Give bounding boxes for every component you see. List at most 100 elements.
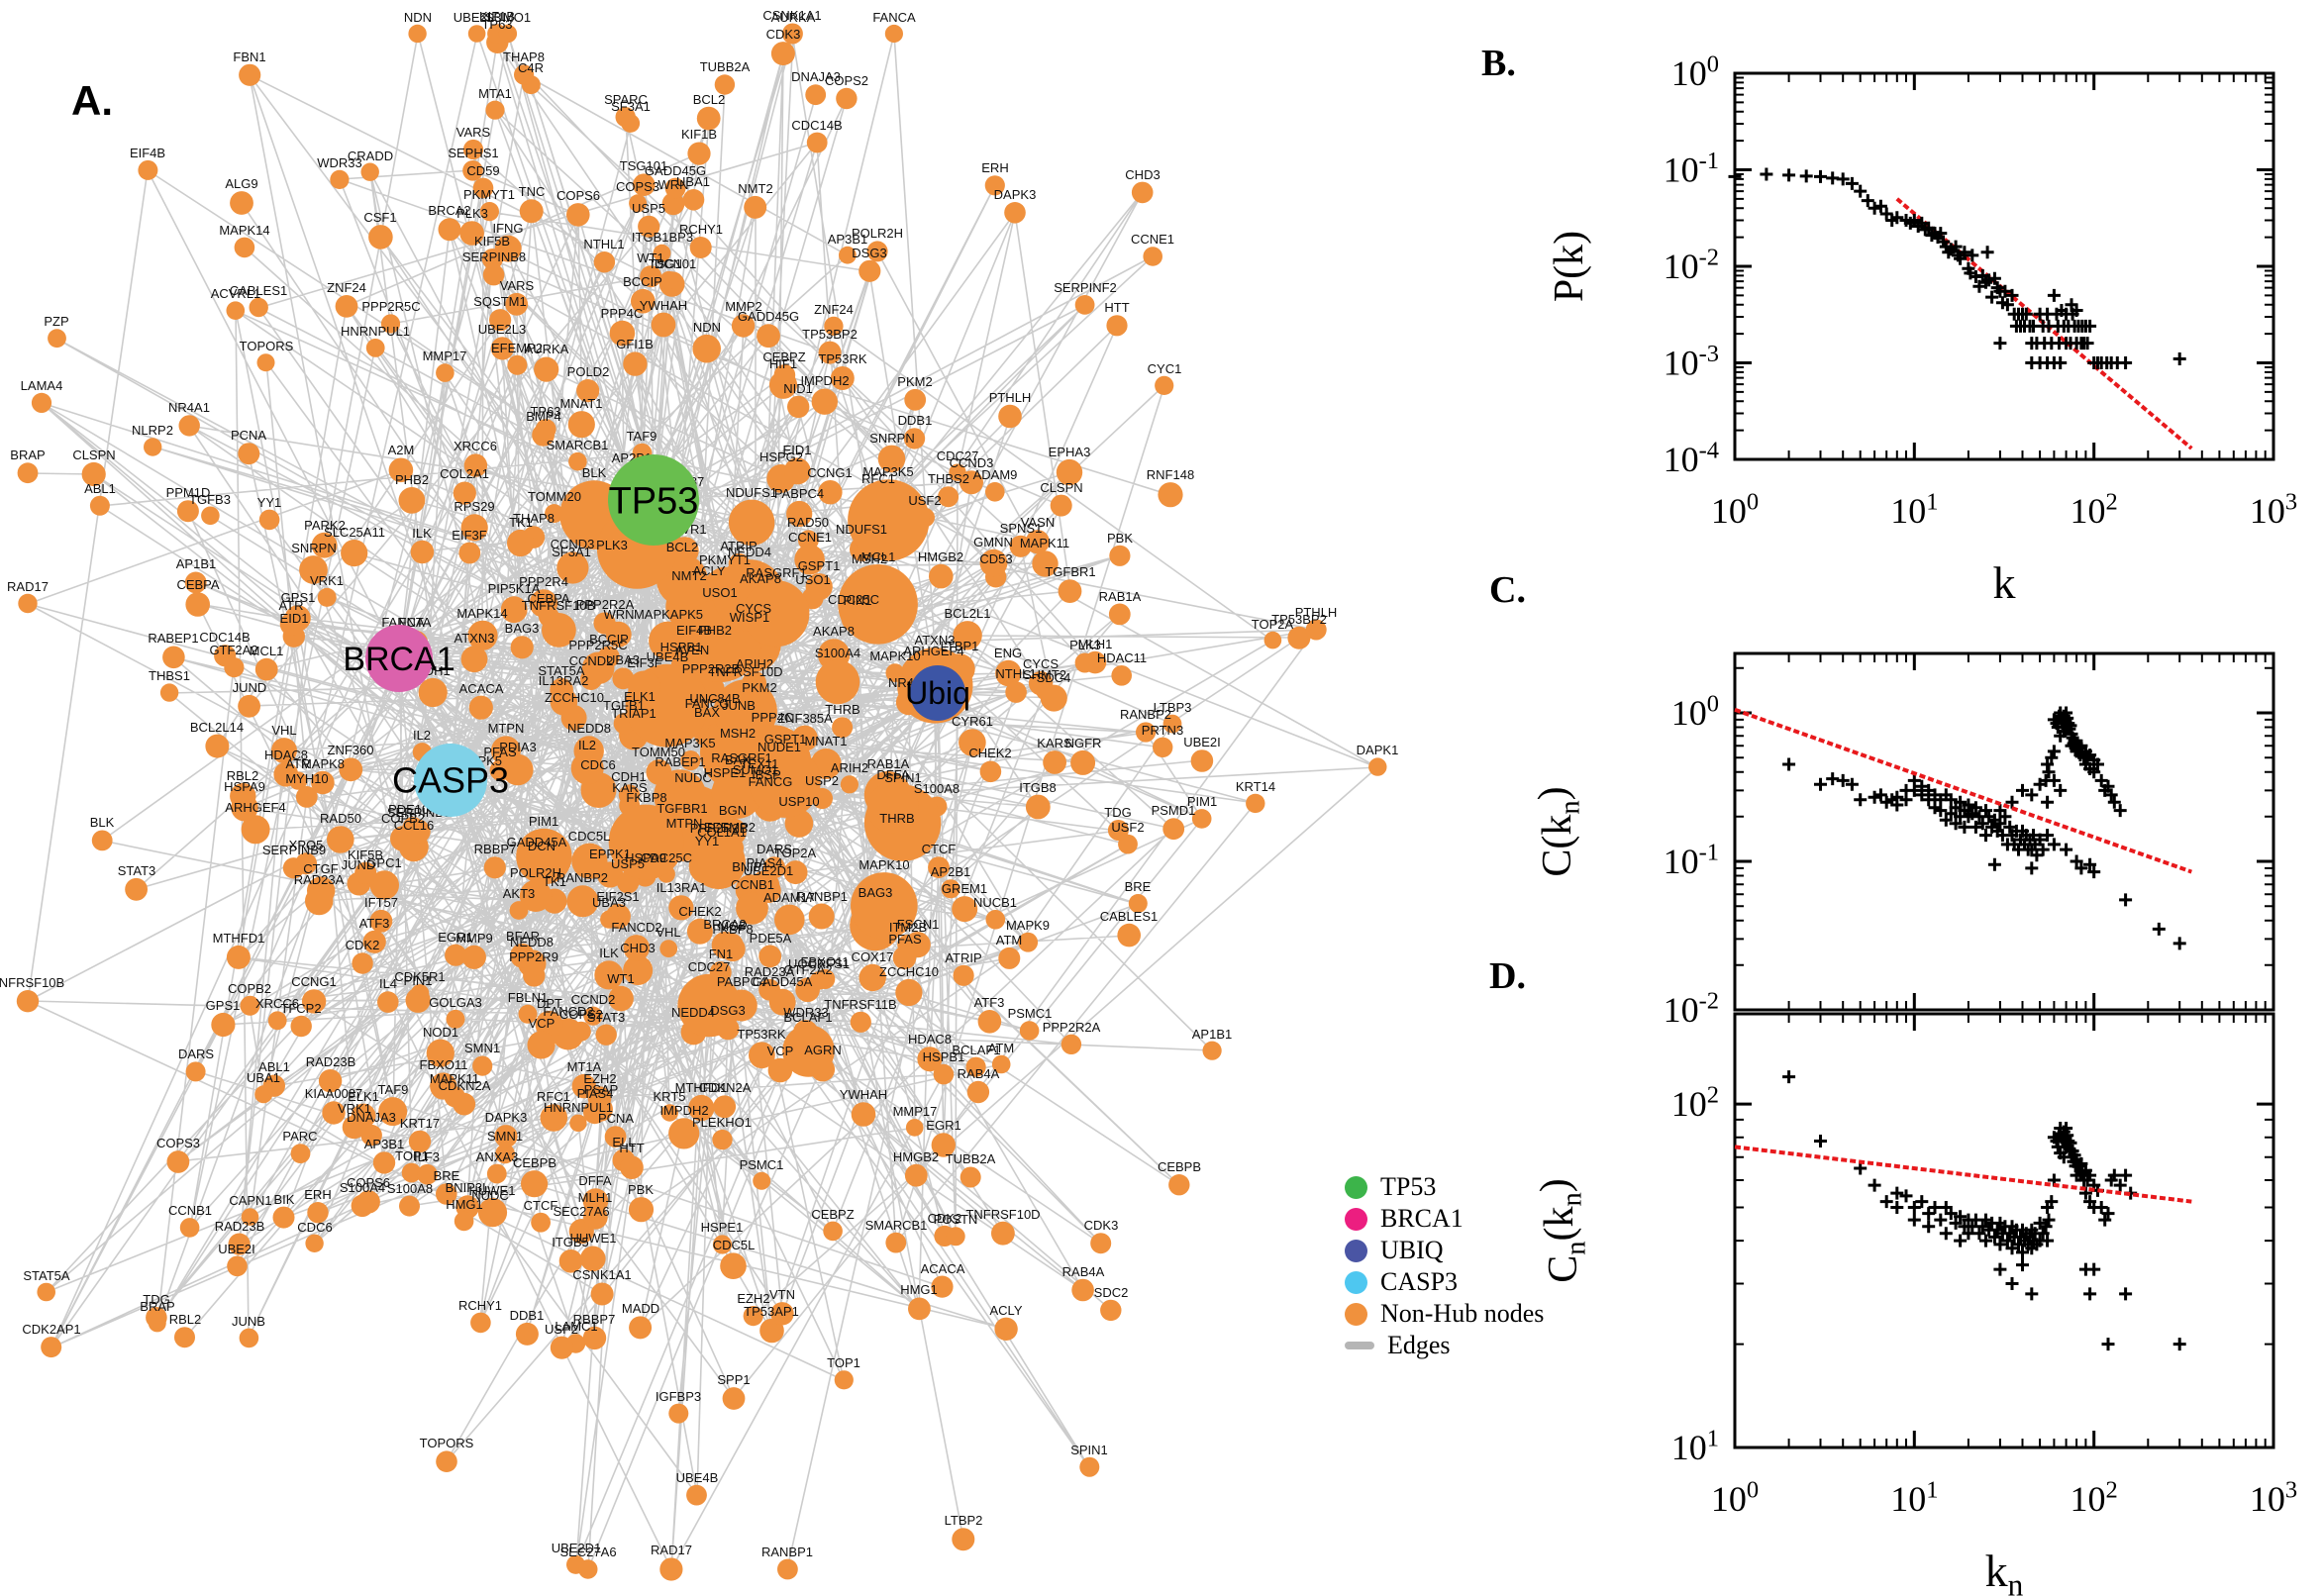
svg-text:PPP4C: PPP4C xyxy=(752,710,794,725)
data-points xyxy=(1782,1070,2186,1351)
svg-text:CCND2: CCND2 xyxy=(569,653,614,668)
svg-text:NID1: NID1 xyxy=(783,381,813,396)
svg-text:CYCS: CYCS xyxy=(736,601,771,616)
svg-text:CEBPA: CEBPA xyxy=(527,591,569,606)
svg-text:RAB1A: RAB1A xyxy=(867,756,910,771)
svg-text:THRB: THRB xyxy=(825,702,859,717)
svg-text:PKMYT1: PKMYT1 xyxy=(699,552,751,567)
svg-text:BCCIP: BCCIP xyxy=(623,274,662,289)
svg-text:EID1: EID1 xyxy=(280,611,309,626)
svg-text:DAPK3: DAPK3 xyxy=(994,187,1037,202)
svg-text:PIM1: PIM1 xyxy=(529,814,558,829)
svg-text:UBE2D1: UBE2D1 xyxy=(552,1541,602,1555)
svg-text:MLH1: MLH1 xyxy=(1078,637,1113,651)
svg-text:CDC6: CDC6 xyxy=(297,1220,332,1235)
svg-text:CHEK2: CHEK2 xyxy=(678,904,721,919)
ubiq-swatch-icon xyxy=(1345,1239,1367,1262)
y-tick-label: 100 xyxy=(1671,51,1719,93)
svg-text:CLSPN: CLSPN xyxy=(1040,480,1082,495)
svg-text:VRK1: VRK1 xyxy=(338,1101,371,1116)
svg-text:FKBP8: FKBP8 xyxy=(626,790,666,805)
svg-text:FANCG: FANCG xyxy=(685,696,730,711)
tp53-swatch-icon xyxy=(1345,1175,1367,1199)
svg-text:ATXN3: ATXN3 xyxy=(915,633,956,648)
svg-text:MAPK11: MAPK11 xyxy=(430,1071,479,1086)
svg-text:VASN: VASN xyxy=(1021,515,1055,530)
x-tick-label: 103 xyxy=(2250,1477,2297,1519)
svg-text:MAPK10: MAPK10 xyxy=(869,648,920,663)
tick-labels: 100 10-1 10-2 10-3 10-4 100 101 102 103 k P(k) xyxy=(1547,51,2297,608)
svg-text:RAD17: RAD17 xyxy=(651,1543,692,1557)
svg-text:BCL2L14: BCL2L14 xyxy=(190,720,244,735)
svg-text:TOPORS: TOPORS xyxy=(420,1436,474,1450)
svg-text:HSPE1: HSPE1 xyxy=(701,1220,744,1235)
svg-text:FN1: FN1 xyxy=(709,947,734,961)
svg-text:KIF1B: KIF1B xyxy=(681,127,717,142)
svg-text:RAB4A: RAB4A xyxy=(958,1066,1000,1081)
svg-text:ATF3: ATF3 xyxy=(359,916,390,931)
svg-text:GFI1B: GFI1B xyxy=(616,337,654,351)
minor-ticks xyxy=(1735,73,2273,459)
svg-text:PDE5A: PDE5A xyxy=(750,931,792,946)
svg-text:LAMC1: LAMC1 xyxy=(555,1319,597,1334)
svg-text:TUBB2A: TUBB2A xyxy=(700,59,751,74)
svg-text:HTT: HTT xyxy=(619,1141,644,1155)
svg-text:CDKN2A: CDKN2A xyxy=(699,1080,752,1095)
svg-text:WDR33: WDR33 xyxy=(317,155,362,170)
svg-text:ILF3: ILF3 xyxy=(414,1149,440,1164)
svg-text:GOLGA3: GOLGA3 xyxy=(429,995,481,1010)
svg-text:COPS2: COPS2 xyxy=(825,73,868,88)
svg-text:HUWE1: HUWE1 xyxy=(570,1231,617,1246)
svg-text:EIF4B: EIF4B xyxy=(130,146,165,160)
svg-text:GPS1: GPS1 xyxy=(281,590,316,605)
svg-text:NEDD4: NEDD4 xyxy=(728,545,771,559)
svg-text:CDH1: CDH1 xyxy=(611,769,646,784)
svg-text:TEX11: TEX11 xyxy=(741,756,779,771)
svg-text:PFAS: PFAS xyxy=(888,932,922,947)
svg-text:RBBP7: RBBP7 xyxy=(474,842,517,856)
legend-item-nonhub: Non-Hub nodes xyxy=(1345,1298,1544,1330)
x-tick-label: 101 xyxy=(1890,1477,1938,1519)
svg-text:HMG1: HMG1 xyxy=(900,1282,938,1297)
svg-text:WRN: WRN xyxy=(603,607,634,622)
svg-text:CYR61: CYR61 xyxy=(952,714,993,729)
svg-text:PABPC4: PABPC4 xyxy=(774,486,824,501)
svg-text:EGR1: EGR1 xyxy=(926,1118,960,1133)
svg-text:TOP1: TOP1 xyxy=(395,1148,429,1163)
svg-text:BCLAF1: BCLAF1 xyxy=(952,1043,1000,1057)
svg-text:ERH: ERH xyxy=(981,160,1008,175)
svg-text:THRB: THRB xyxy=(879,811,914,826)
non-hub-swatch-icon xyxy=(1345,1302,1367,1326)
svg-text:EIF3F: EIF3F xyxy=(627,655,661,670)
svg-text:TNFRSF10D: TNFRSF10D xyxy=(708,664,782,679)
svg-text:CHD3: CHD3 xyxy=(620,941,655,955)
svg-text:ADAM17: ADAM17 xyxy=(763,890,815,905)
svg-text:GPC1: GPC1 xyxy=(366,855,401,870)
svg-text:BCL2: BCL2 xyxy=(666,540,699,554)
svg-text:ITGB8: ITGB8 xyxy=(1019,780,1057,795)
svg-text:USP5: USP5 xyxy=(611,856,645,871)
svg-text:IL13RA1: IL13RA1 xyxy=(656,880,707,895)
svg-text:MCL1: MCL1 xyxy=(250,644,284,658)
svg-text:CCNB1: CCNB1 xyxy=(168,1203,212,1218)
svg-text:CSNK1A1: CSNK1A1 xyxy=(762,8,821,23)
svg-text:EFEMP2: EFEMP2 xyxy=(491,341,543,355)
legend-label-nonhub: Non-Hub nodes xyxy=(1380,1299,1545,1328)
svg-text:CCND2: CCND2 xyxy=(571,992,616,1007)
svg-text:TNFRSF10B: TNFRSF10B xyxy=(0,975,64,990)
svg-text:MAPK8: MAPK8 xyxy=(301,756,345,771)
svg-text:TAF9: TAF9 xyxy=(378,1082,409,1097)
svg-text:FANCA: FANCA xyxy=(872,10,916,25)
svg-text:CEBPZ: CEBPZ xyxy=(811,1207,854,1222)
nodes-layer xyxy=(16,23,1387,1581)
legend-label-tp53: TP53 xyxy=(1380,1172,1437,1201)
fit-line xyxy=(1734,1145,2192,1204)
svg-text:VARS: VARS xyxy=(500,278,535,293)
svg-text:RBBP7: RBBP7 xyxy=(573,1312,616,1327)
svg-text:ITM2B: ITM2B xyxy=(889,920,927,935)
svg-text:HMGB2: HMGB2 xyxy=(918,549,963,564)
svg-text:RAD50: RAD50 xyxy=(320,811,361,826)
svg-text:SMN1: SMN1 xyxy=(487,1129,523,1144)
minor-ticks xyxy=(1735,1014,2273,1447)
svg-text:SEC27A6: SEC27A6 xyxy=(553,1204,609,1219)
